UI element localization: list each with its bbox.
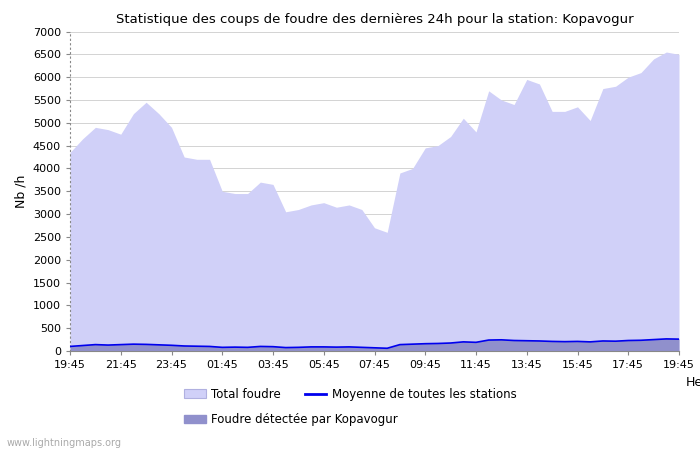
Title: Statistique des coups de foudre des dernières 24h pour la station: Kopavogur: Statistique des coups de foudre des dern… <box>116 13 634 26</box>
Y-axis label: Nb /h: Nb /h <box>14 175 27 208</box>
Text: www.lightningmaps.org: www.lightningmaps.org <box>7 438 122 448</box>
Legend: Foudre détectée par Kopavogur: Foudre détectée par Kopavogur <box>180 409 403 431</box>
Text: Heure: Heure <box>686 376 700 389</box>
